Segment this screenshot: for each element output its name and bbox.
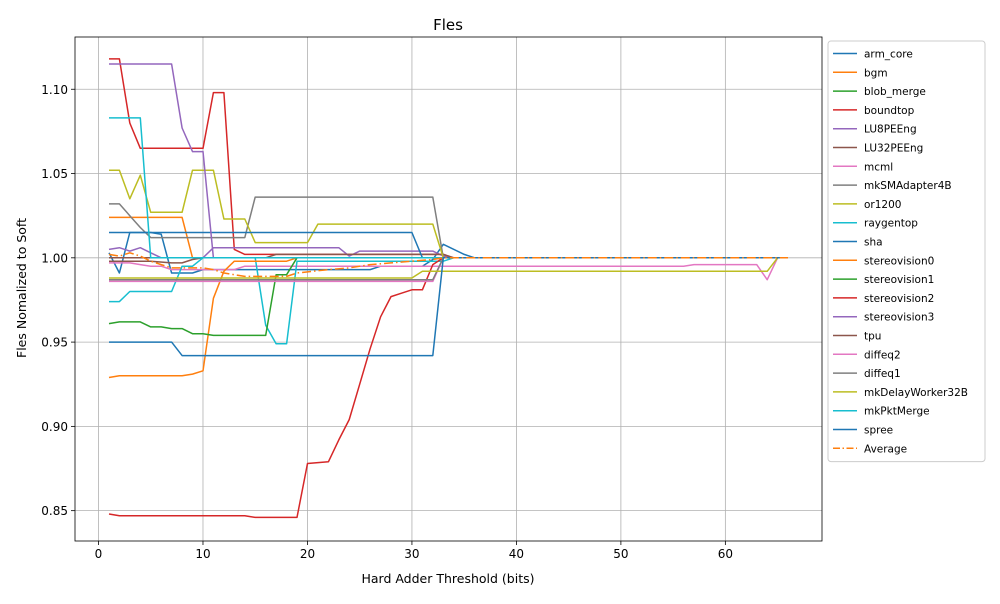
legend-label: or1200 [864,199,901,211]
y-tick-label: 1.10 [41,83,68,97]
y-tick-label: 0.85 [41,504,68,518]
legend-label: mcml [864,161,893,173]
series-line-stereovision2 [108,257,788,519]
legend-label: stereovision1 [864,274,934,286]
x-tick-label: 20 [300,547,315,561]
legend-label: arm_core [864,49,913,61]
legend-label: LU32PEEng [864,143,923,155]
legend-label: blob_merge [864,86,926,98]
series-line-stereovision1 [108,257,788,337]
x-tick-label: 30 [404,547,419,561]
legend-label: diffeq1 [864,368,901,380]
legend-label: LU8PEEng [864,124,917,136]
y-axis-label: Fles Nomalized to Soft [14,218,29,358]
plot-area [108,58,788,519]
series-line-mcml [109,257,788,281]
legend-label: stereovision2 [864,293,934,305]
series-line-mksmadapter4b [109,196,788,259]
y-tick-label: 0.90 [41,420,68,434]
legend-label: sha [864,237,883,249]
x-tick-label: 40 [509,547,524,561]
series-line-stereovision0 [108,257,788,379]
legend-label: mkSMAdapter4B [864,180,952,192]
x-tick-label: 50 [613,547,628,561]
y-tick-label: 1.00 [41,251,68,265]
axes-frame [74,36,823,542]
chart-title: Fles [433,16,463,34]
series-line-or1200 [109,169,788,259]
legend-label: tpu [864,331,881,343]
x-tick-label: 10 [195,547,210,561]
legend-label: mkPktMerge [864,406,930,418]
legend-label: mkDelayWorker32B [864,387,968,399]
x-axis-label: Hard Adder Threshold (bits) [361,571,534,586]
legend-label: spree [864,425,893,437]
legend-label: boundtop [864,105,915,117]
x-tick-label: 0 [95,547,103,561]
series-line-average [108,252,788,278]
legend-label: Average [864,443,907,455]
y-tick-label: 1.05 [41,167,68,181]
y-tick-label: 0.95 [41,336,68,350]
legend-label: diffeq2 [864,349,901,361]
legend-label: stereovision3 [864,312,934,324]
legend-label: raygentop [864,218,918,230]
legend-label: bgm [864,67,888,79]
x-tick-label: 60 [718,547,733,561]
legend-label: stereovision0 [864,255,934,267]
legend-box [827,40,986,463]
axis-ticks: 0 10 20 30 40 50 60 0.85 0.90 0.95 1.00 1.05 1.10 [41,83,733,561]
